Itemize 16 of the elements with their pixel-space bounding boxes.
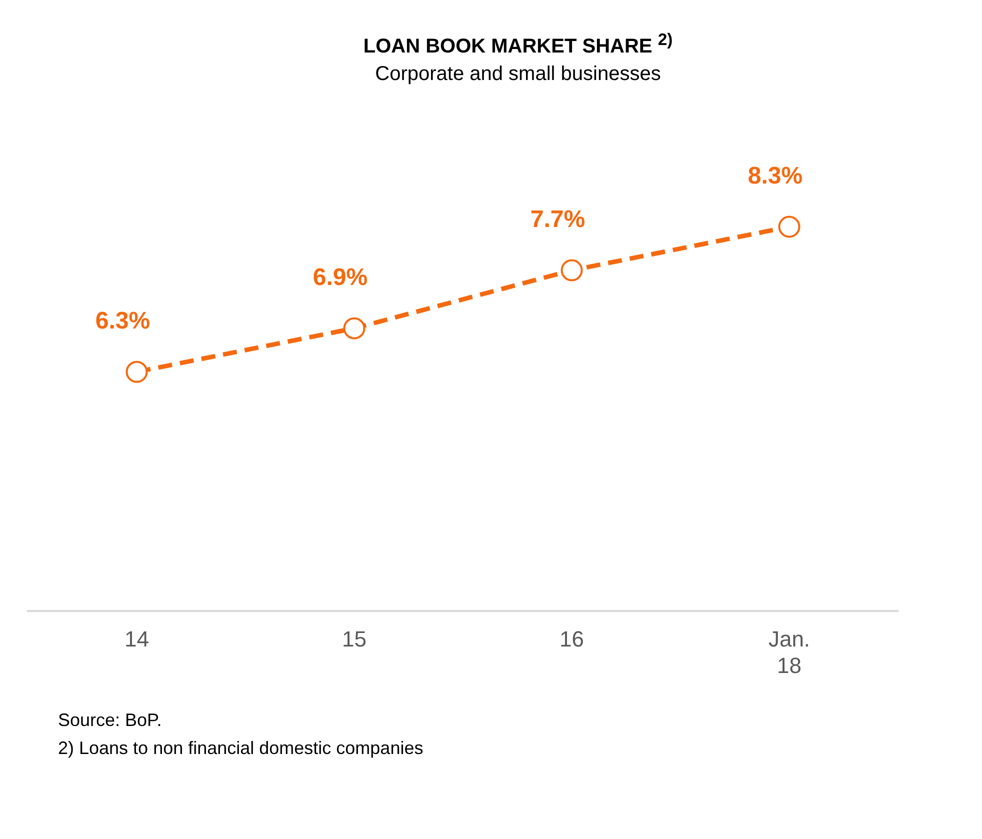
- point: [126, 360, 148, 382]
- x-tick-label: 16: [560, 626, 584, 652]
- text: 2) Loans to non financial domestic companies: [58, 736, 424, 760]
- data-label: 7.7%: [530, 206, 586, 233]
- point: [560, 258, 583, 281]
- chart-title: LOAN BOOK MARKET SHARE $^{2)}$: [362, 30, 674, 59]
- x-tick-label: Jan. 18: [768, 626, 810, 678]
- chart-subtitle: Corporate and small businesses: [374, 62, 662, 86]
- source-note: Source: BoP.: [58, 708, 163, 732]
- point: [343, 316, 366, 339]
- x-tick-label: 14: [124, 626, 149, 652]
- x-tick-label: 15: [342, 626, 366, 652]
- data-label: 8.3%: [748, 162, 803, 190]
- data-label: 6.3%: [95, 307, 150, 334]
- point: [778, 215, 800, 238]
- data-label: 6.9%: [312, 264, 368, 291]
